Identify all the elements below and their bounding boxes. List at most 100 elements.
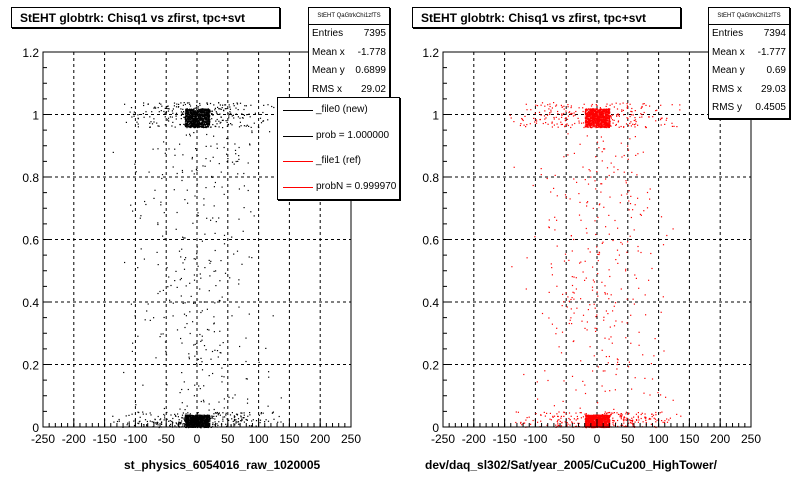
- left-data-point: [196, 170, 198, 172]
- right-data-point: [538, 111, 541, 113]
- left-data-point: [192, 421, 194, 423]
- right-data-point: [602, 416, 604, 418]
- left-data-point: [191, 156, 193, 159]
- right-data-point: [526, 124, 528, 126]
- left-data-point: [192, 109, 194, 111]
- left-data-point: [200, 124, 202, 126]
- left-data-point: [273, 106, 275, 109]
- right-data-point: [596, 114, 598, 117]
- legend-line-file1: [283, 161, 313, 162]
- right-data-point: [676, 126, 678, 128]
- left-data-point: [222, 416, 224, 418]
- left-data-point: [207, 420, 209, 422]
- left-data-point: [138, 411, 140, 414]
- right-data-point: [599, 109, 602, 111]
- left-data-point: [188, 416, 190, 418]
- right-data-point: [592, 423, 594, 425]
- right-data-point: [633, 119, 635, 122]
- right-data-point: [623, 114, 625, 116]
- left-data-point: [200, 357, 202, 359]
- left-data-point: [193, 419, 195, 421]
- left-data-point: [175, 270, 177, 272]
- left-data-point: [123, 371, 125, 374]
- right-data-point: [623, 126, 625, 128]
- left-data-point: [238, 158, 240, 160]
- right-data-point: [649, 105, 651, 107]
- left-data-point: [204, 124, 207, 126]
- right-data-point: [600, 417, 602, 419]
- right-data-point: [587, 419, 589, 421]
- right-data-point: [648, 418, 650, 420]
- left-data-point: [201, 369, 204, 371]
- right-data-point: [598, 416, 600, 418]
- left-data-point: [184, 302, 186, 304]
- right-data-point: [606, 109, 608, 112]
- left-data-point: [215, 111, 217, 113]
- right-data-point: [601, 119, 603, 121]
- left-data-point: [137, 117, 139, 119]
- left-data-point: [160, 103, 162, 105]
- left-data-point: [190, 116, 192, 118]
- right-data-point: [590, 119, 592, 121]
- right-data-point: [587, 117, 590, 119]
- right-data-point: [535, 119, 537, 121]
- right-data-point: [575, 110, 577, 113]
- left-data-point: [177, 106, 179, 108]
- left-data-point: [195, 122, 197, 124]
- left-data-point: [199, 112, 201, 114]
- left-data-point: [177, 416, 179, 418]
- left-data-point: [207, 423, 209, 425]
- left-data-point: [211, 118, 213, 120]
- left-data-point: [212, 156, 214, 158]
- left-data-point: [194, 421, 196, 423]
- left-data-point: [208, 111, 210, 113]
- right-data-point: [603, 123, 605, 125]
- left-data-point: [204, 419, 206, 421]
- right-data-point: [596, 117, 598, 119]
- left-xtick-label: 250: [341, 432, 361, 446]
- left-data-point: [185, 257, 187, 259]
- left-data-point: [229, 111, 231, 113]
- left-data-point: [194, 113, 196, 115]
- left-data-point: [187, 124, 189, 126]
- left-data-point: [245, 360, 247, 363]
- right-data-point: [598, 121, 600, 123]
- left-data-point: [198, 110, 200, 112]
- right-data-point: [608, 118, 610, 120]
- left-data-point: [267, 119, 269, 121]
- left-data-point: [133, 420, 135, 422]
- right-data-point: [591, 424, 593, 426]
- left-data-point: [231, 124, 233, 126]
- left-data-point: [187, 420, 189, 422]
- left-data-point: [247, 398, 249, 400]
- left-data-point: [206, 123, 208, 125]
- right-data-point: [591, 416, 593, 418]
- right-data-point: [585, 118, 587, 120]
- left-data-point: [209, 121, 211, 123]
- left-data-point: [193, 302, 195, 304]
- left-data-point: [222, 119, 224, 121]
- left-data-point: [167, 110, 170, 112]
- left-data-point: [208, 110, 210, 112]
- right-data-point: [604, 119, 606, 121]
- left-data-point: [271, 105, 273, 108]
- left-data-point: [263, 104, 265, 106]
- left-data-point: [199, 273, 201, 275]
- right-data-point: [571, 112, 573, 114]
- left-data-point: [262, 120, 264, 122]
- left-data-point: [180, 108, 182, 110]
- left-data-point: [181, 248, 183, 250]
- left-data-point: [201, 424, 203, 426]
- right-data-point: [557, 113, 559, 115]
- left-data-point: [139, 217, 141, 219]
- right-data-point: [627, 413, 630, 415]
- left-data-point: [249, 412, 251, 414]
- right-data-point: [587, 421, 589, 423]
- right-data-point: [595, 418, 597, 421]
- right-data-point: [604, 122, 606, 124]
- left-data-point: [194, 116, 196, 118]
- right-data-point: [592, 417, 595, 420]
- left-data-point: [159, 336, 161, 338]
- right-data-point: [599, 418, 602, 420]
- left-data-point: [140, 248, 142, 250]
